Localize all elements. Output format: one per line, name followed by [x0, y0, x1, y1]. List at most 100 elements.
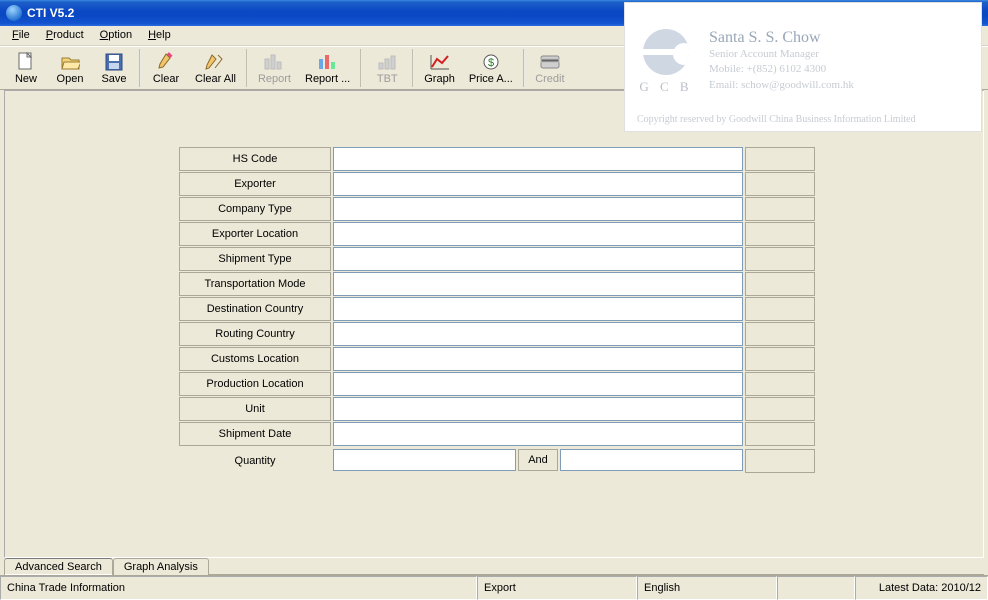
clear-label: Clear — [153, 73, 179, 85]
clear-icon — [156, 52, 176, 72]
field-input[interactable] — [333, 297, 743, 321]
field-label-button[interactable]: Destination Country — [179, 297, 331, 321]
reporte-icon — [318, 52, 338, 72]
field-label-button[interactable]: Shipment Date — [179, 422, 331, 446]
form-row-7: Routing Country — [179, 322, 815, 346]
svg-text:$: $ — [488, 57, 494, 69]
field-label-button[interactable]: Transportation Mode — [179, 272, 331, 296]
bottom-tabs: Advanced SearchGraph Analysis — [4, 557, 209, 575]
form-row-6: Destination Country — [179, 297, 815, 321]
report-label: Report — [258, 73, 291, 85]
window-title: CTI V5.2 — [27, 6, 74, 20]
tab-graph-analysis[interactable]: Graph Analysis — [113, 558, 209, 575]
clear-button[interactable]: Clear — [144, 48, 188, 88]
business-card-overlay: G C B Santa S. S. Chow Senior Account Ma… — [624, 2, 982, 132]
menu-option[interactable]: Option — [92, 28, 140, 43]
menu-product[interactable]: Product — [38, 28, 92, 43]
reporte-button[interactable]: Report ... — [298, 48, 357, 88]
field-label-button[interactable]: Exporter — [179, 172, 331, 196]
field-extra-button[interactable] — [745, 147, 815, 171]
field-input[interactable] — [333, 247, 743, 271]
field-input[interactable] — [333, 397, 743, 421]
quantity-extra-button[interactable] — [745, 449, 815, 473]
menu-file[interactable]: File — [4, 28, 38, 43]
gcb-logo: G C B — [637, 29, 695, 95]
field-input[interactable] — [333, 172, 743, 196]
menu-product-label: roduct — [53, 29, 84, 41]
tab-advanced-search[interactable]: Advanced Search — [4, 558, 113, 575]
card-copyright: Copyright reserved by Goodwill China Bus… — [637, 114, 916, 125]
field-label-button[interactable]: Unit — [179, 397, 331, 421]
field-input[interactable] — [333, 222, 743, 246]
graph-button[interactable]: Graph — [417, 48, 462, 88]
field-input[interactable] — [333, 347, 743, 371]
open-label: Open — [57, 73, 84, 85]
card-mobile: Mobile: +(852) 6102 4300 — [709, 62, 854, 77]
gcb-logo-text: G C B — [637, 79, 695, 95]
status-cell-4: Latest Data: 2010/12 — [855, 576, 988, 600]
field-extra-button[interactable] — [745, 347, 815, 371]
menu-help[interactable]: Help — [140, 28, 179, 43]
field-extra-button[interactable] — [745, 272, 815, 296]
form-row-1: Exporter — [179, 172, 815, 196]
status-cell-1: Export — [477, 576, 637, 600]
field-input[interactable] — [333, 422, 743, 446]
field-input[interactable] — [333, 322, 743, 346]
tbt-label: TBT — [377, 73, 398, 85]
field-input[interactable] — [333, 372, 743, 396]
toolbar-separator — [360, 49, 362, 87]
save-label: Save — [101, 73, 126, 85]
field-input[interactable] — [333, 147, 743, 171]
field-extra-button[interactable] — [745, 247, 815, 271]
field-extra-button[interactable] — [745, 322, 815, 346]
credit-label: Credit — [535, 73, 564, 85]
tbt-button: TBT — [365, 48, 409, 88]
new-label: New — [15, 73, 37, 85]
form-row-2: Company Type — [179, 197, 815, 221]
form-row-10: Unit — [179, 397, 815, 421]
quantity-from-input[interactable] — [333, 449, 516, 471]
clearall-button[interactable]: Clear All — [188, 48, 243, 88]
open-button[interactable]: Open — [48, 48, 92, 88]
clearall-label: Clear All — [195, 73, 236, 85]
field-extra-button[interactable] — [745, 297, 815, 321]
field-label-button[interactable]: Production Location — [179, 372, 331, 396]
form-row-9: Production Location — [179, 372, 815, 396]
quantity-to-input[interactable] — [560, 449, 743, 471]
report-icon — [264, 52, 284, 72]
card-email: Email: schow@goodwill.com.hk — [709, 78, 854, 93]
field-extra-button[interactable] — [745, 397, 815, 421]
field-extra-button[interactable] — [745, 372, 815, 396]
field-label-button[interactable]: HS Code — [179, 147, 331, 171]
new-button[interactable]: New — [4, 48, 48, 88]
app-icon — [6, 5, 22, 21]
menu-file-label: ile — [19, 29, 30, 41]
field-input[interactable] — [333, 272, 743, 296]
price-button[interactable]: $ Price A... — [462, 48, 520, 88]
field-extra-button[interactable] — [745, 422, 815, 446]
price-label: Price A... — [469, 73, 513, 85]
card-name: Santa S. S. Chow — [709, 29, 854, 47]
field-label-button[interactable]: Shipment Type — [179, 247, 331, 271]
form-row-0: HS Code — [179, 147, 815, 171]
field-label-button[interactable]: Exporter Location — [179, 222, 331, 246]
field-input[interactable] — [333, 197, 743, 221]
tbt-icon — [377, 52, 397, 72]
form-row-4: Shipment Type — [179, 247, 815, 271]
field-extra-button[interactable] — [745, 172, 815, 196]
open-icon — [60, 52, 80, 72]
quantity-label: Quantity — [179, 449, 331, 473]
field-extra-button[interactable] — [745, 222, 815, 246]
clearall-icon — [205, 52, 225, 72]
menu-option-label: ption — [108, 29, 132, 41]
field-label-button[interactable]: Company Type — [179, 197, 331, 221]
field-extra-button[interactable] — [745, 197, 815, 221]
new-icon — [16, 52, 36, 72]
credit-button: Credit — [528, 48, 572, 88]
status-cell-3 — [777, 576, 855, 600]
price-icon: $ — [481, 52, 501, 72]
save-button[interactable]: Save — [92, 48, 136, 88]
field-label-button[interactable]: Routing Country — [179, 322, 331, 346]
quantity-row: QuantityAnd — [179, 449, 815, 473]
field-label-button[interactable]: Customs Location — [179, 347, 331, 371]
